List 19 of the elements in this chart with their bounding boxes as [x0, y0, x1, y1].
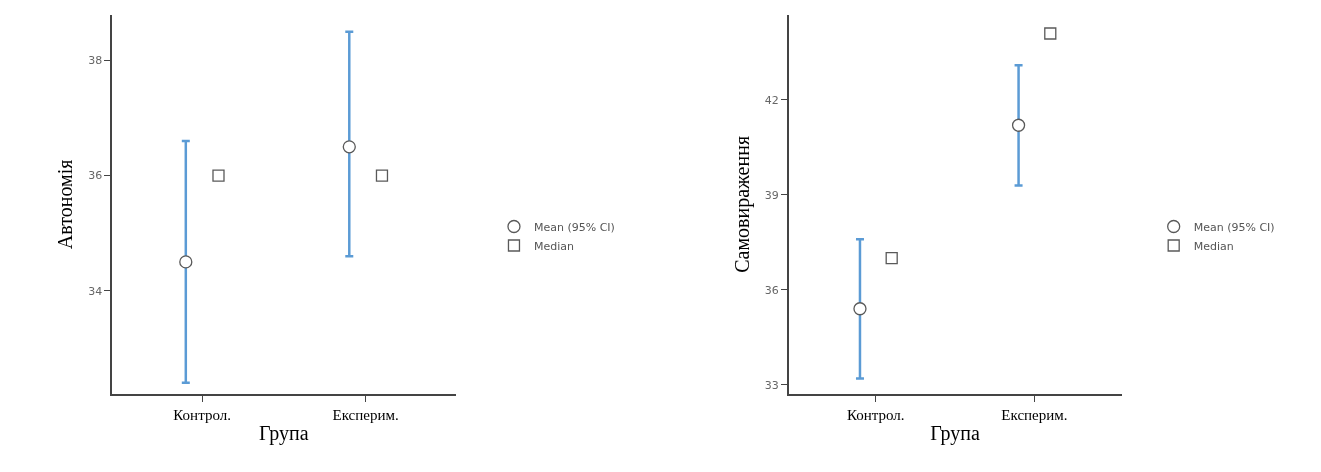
- legend-label: Median: [1193, 239, 1234, 253]
- y-tick-label: 42: [764, 93, 779, 107]
- x-tick-label: Експерим.: [332, 406, 399, 423]
- legend-label: Median: [533, 239, 575, 253]
- y-tick-label: 38: [88, 54, 103, 68]
- x-tick-label: Контрол.: [847, 406, 905, 423]
- x-tick-label: Експерим.: [1001, 406, 1068, 423]
- y-axis-title: Самовираження: [730, 135, 754, 273]
- y-tick-label: 36: [88, 169, 103, 183]
- y-tick-label: 33: [764, 378, 779, 392]
- x-tick-label: Контрол.: [173, 406, 231, 423]
- y-axis-title: Автономія: [54, 159, 77, 250]
- x-axis-title: Група: [930, 421, 981, 445]
- legend-label: Mean (95% CI): [533, 220, 615, 234]
- y-tick-label: 34: [88, 284, 103, 298]
- x-axis-title: Група: [259, 421, 309, 445]
- y-tick-label: 36: [764, 283, 779, 297]
- legend-label: Mean (95% CI): [1193, 220, 1275, 234]
- y-tick-label: 39: [764, 188, 779, 202]
